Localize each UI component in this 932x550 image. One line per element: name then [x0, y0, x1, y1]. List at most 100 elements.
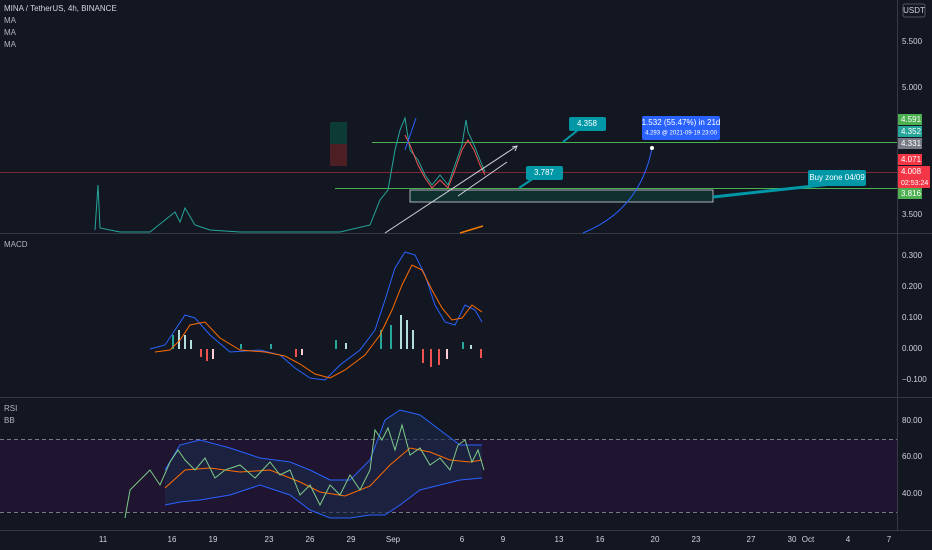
projection-callout	[642, 116, 720, 140]
price-tag	[898, 114, 922, 125]
rsi-line	[124, 423, 485, 519]
hist-bar	[400, 315, 402, 349]
time-label: 4	[846, 535, 851, 544]
resistance-label: 4.358	[577, 119, 598, 128]
callout-pointer	[712, 182, 833, 199]
bb-fill	[165, 410, 482, 518]
indicator: MA	[4, 28, 17, 37]
hist-bar	[430, 349, 432, 367]
hist-bar	[335, 340, 337, 349]
macd-label: −0.100	[902, 375, 927, 384]
time-label: Oct	[802, 535, 815, 544]
price-tag-label: 4.008	[901, 167, 922, 176]
macd-title: MACD	[4, 240, 28, 249]
position-profit	[330, 122, 347, 144]
hist-bar	[480, 349, 482, 358]
time-label: 29	[347, 535, 356, 544]
hist-bar	[406, 320, 408, 349]
time-label: 13	[555, 535, 564, 544]
time-label: 26	[306, 535, 315, 544]
price-series-down	[404, 134, 486, 189]
hist-bar	[412, 330, 414, 349]
price-label: 5.000	[902, 83, 923, 92]
price-tag-label: 4.352	[901, 127, 922, 136]
bb-basis	[164, 447, 483, 497]
support-label: 3.787	[534, 168, 555, 177]
time-label: 11	[99, 535, 108, 544]
buy-zone-box	[409, 189, 714, 203]
rsi-label: 60.00	[902, 452, 923, 461]
hist-bar	[380, 330, 382, 349]
time-label: 30	[788, 535, 797, 544]
time-label: Sep	[386, 535, 401, 544]
hist-bar	[422, 349, 424, 363]
price-tag-label: 4.071	[901, 155, 922, 164]
hist-bar	[295, 349, 297, 357]
currency[interactable]: USDT	[903, 6, 925, 15]
price-label: 3.500	[902, 210, 923, 219]
price-tag	[898, 138, 922, 149]
price-tag	[898, 126, 922, 137]
macd-label: 0.200	[902, 282, 923, 291]
projection-curve	[582, 147, 653, 234]
buy-zone-label: Buy zone 04/09	[809, 173, 865, 182]
projection-point	[650, 146, 654, 150]
trend-arrow	[384, 145, 518, 234]
hist-bar	[301, 349, 303, 355]
time-label: 23	[265, 535, 274, 544]
price-series	[94, 116, 486, 233]
hist-bar	[270, 344, 272, 349]
rsi-title: RSI	[4, 404, 17, 413]
projection-title: 1.532 (55.47%) in 21d	[642, 118, 721, 127]
hist-bar	[200, 349, 202, 357]
price-tag-label: 3.816	[901, 189, 922, 198]
hist-bar	[438, 349, 440, 365]
macd-histogram	[172, 315, 482, 367]
time-label: 19	[209, 535, 218, 544]
macd-label: 0.000	[902, 344, 923, 353]
price-label: 5.500	[902, 37, 923, 46]
hist-bar	[390, 325, 392, 349]
bb-upper	[164, 409, 482, 481]
countdown: 02:53:24	[901, 180, 928, 187]
projection-detail: 4.293 @ 2021-09-19 23:00	[645, 131, 717, 137]
time-label: 23	[692, 535, 701, 544]
hist-bar	[184, 335, 186, 349]
ma-line	[459, 225, 484, 234]
time-label: 9	[501, 535, 506, 544]
symbol: MINA / TetherUS, 4h, BINANCE	[4, 4, 117, 13]
time-label: 16	[168, 535, 177, 544]
time-axis: 11 16 19 23 26 29 Sep 6 9 13 16 20 23 27…	[99, 535, 892, 544]
rsi-label: 40.00	[902, 489, 923, 498]
time-label: 6	[460, 535, 465, 544]
hist-bar	[206, 349, 208, 361]
rsi-label: 80.00	[902, 416, 923, 425]
position-loss	[330, 144, 347, 166]
trend-line	[457, 161, 508, 197]
time-label: 7	[887, 535, 892, 544]
price-tag-label: 4.331	[901, 139, 922, 148]
hist-bar	[462, 342, 464, 349]
bb-title: BB	[4, 416, 15, 425]
projection-arrow	[404, 117, 417, 151]
support-callout	[526, 166, 563, 180]
hist-bar	[446, 349, 448, 359]
buy-zone-callout	[808, 170, 866, 186]
price-tag	[898, 188, 922, 199]
hist-bar	[240, 344, 242, 349]
hist-bar	[470, 345, 472, 349]
signal-line	[154, 264, 483, 379]
hist-bar	[178, 330, 180, 349]
callout-pointer	[562, 129, 579, 143]
time-label: 27	[747, 535, 756, 544]
price-tag	[898, 166, 930, 188]
arrowhead	[511, 145, 518, 152]
hist-bar	[190, 340, 192, 349]
time-label: 16	[596, 535, 605, 544]
currency-button[interactable]	[902, 3, 926, 18]
hist-bar	[345, 343, 347, 349]
bb-lower	[164, 477, 483, 519]
hist-bar	[172, 335, 174, 349]
price-tag	[898, 154, 922, 165]
